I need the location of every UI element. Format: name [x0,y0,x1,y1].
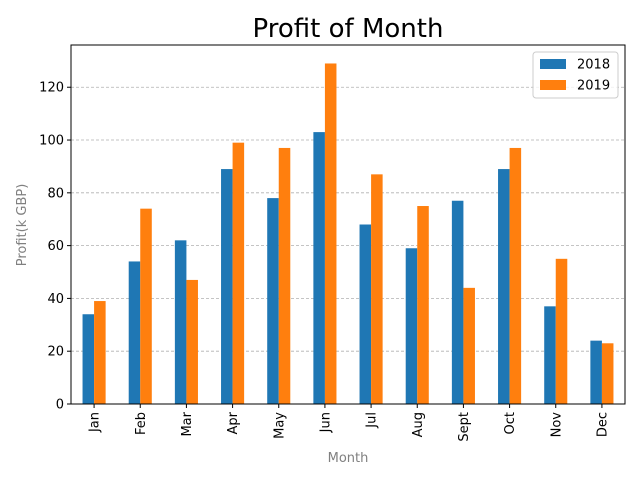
grid-lines [71,86,625,352]
bar-2019-feb [140,208,152,404]
plot-frame [70,44,626,405]
y-tick-label: 80 [47,186,64,201]
y-axis-label: Profit(k GBP) [15,184,30,267]
y-axis: 0 20 40 60 80 100 120 [39,81,71,413]
x-tick-label: Oct [503,412,518,434]
x-axis: Jan Feb Mar Apr May Jun Jul Aug Sept Oct Nov Dec [88,404,610,442]
y-tick-label: 40 [47,292,64,307]
x-tick-label: Dec [595,412,610,437]
x-axis-label: Month [328,451,369,466]
x-tick-label: Jul [365,412,380,429]
bar-2018-nov [544,306,556,404]
bar-2019-sept [463,287,475,404]
bar-2019-dec [601,343,614,404]
y-tick-label: 60 [47,239,64,254]
y-tick-label: 0 [56,398,64,413]
bar-2018-dec [590,340,602,404]
legend-swatch-2019 [540,80,566,90]
legend-label-2018: 2018 [577,58,610,73]
x-tick-label: Nov [549,412,564,438]
bar-2019-mar [186,279,198,404]
y-tick-label: 20 [47,345,64,360]
bars [82,63,614,405]
bar-2018-aug [405,248,418,404]
bar-2018-jan [82,314,95,404]
bar-2019-oct [509,147,522,404]
y-tick-label: 100 [39,134,64,149]
bar-2018-sept [451,200,464,404]
x-tick-label: Sept [457,412,472,442]
x-tick-label: Jan [88,412,103,433]
bar-2019-apr [232,142,245,404]
y-tick-label: 120 [39,81,64,96]
legend-swatch-2018 [540,59,566,69]
x-tick-label: Mar [180,411,195,436]
x-tick-label: Apr [226,411,241,434]
bar-2018-may [267,198,279,404]
bar-2019-jul [371,174,383,404]
bar-2019-nov [555,258,568,404]
chart-title: Profit of Month [253,14,444,44]
bar-2019-jun [324,63,337,405]
x-tick-label: Jun [318,412,333,433]
bar-2018-mar [174,240,187,404]
legend: 2018 2019 [532,51,619,99]
bar-2018-apr [221,169,233,404]
bar-2018-jun [313,132,325,404]
x-tick-label: Feb [134,412,149,435]
bar-2018-jul [359,224,372,404]
x-tick-label: May [272,412,287,439]
bar-2019-aug [417,206,429,404]
bar-2019-may [278,147,291,404]
bar-2019-jan [94,301,106,404]
x-tick-label: Aug [411,412,426,437]
bar-2018-feb [128,261,141,404]
legend-label-2019: 2019 [577,79,610,94]
bar-2018-oct [498,169,510,404]
